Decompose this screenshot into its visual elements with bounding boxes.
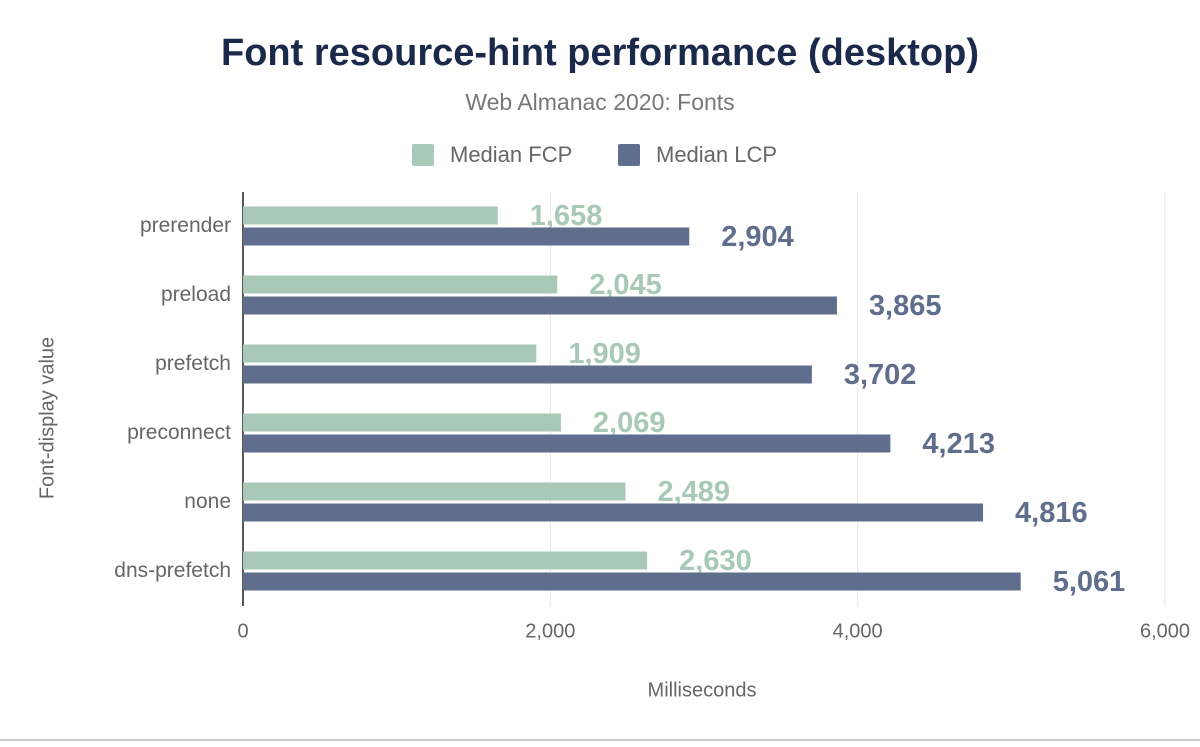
data-label: 2,045 [589, 269, 662, 301]
data-label: 2,630 [679, 545, 752, 577]
bar [243, 434, 891, 453]
y-axis-title: Font-display value [36, 337, 58, 499]
x-tick-label: 4,000 [833, 620, 883, 642]
data-label: 5,061 [1053, 566, 1126, 598]
bar [243, 275, 558, 294]
bar [243, 365, 812, 384]
data-label: 2,489 [657, 476, 730, 508]
data-label: 1,658 [530, 200, 603, 232]
y-tick-label: dns-prefetch [114, 559, 231, 582]
y-tick-label: none [184, 490, 231, 513]
bar [243, 551, 648, 570]
bar [243, 206, 498, 225]
y-tick-label: preload [161, 283, 231, 306]
bar [243, 482, 626, 501]
x-tick-label: 0 [237, 620, 248, 642]
y-tick-label: prefetch [155, 352, 231, 375]
legend-swatch [412, 144, 434, 166]
bar [243, 296, 837, 315]
bar [243, 503, 984, 522]
x-tick-label: 6,000 [1140, 620, 1190, 642]
x-axis-title: Milliseconds [648, 679, 757, 701]
data-label: 2,904 [721, 221, 794, 253]
data-label: 3,865 [869, 290, 942, 322]
bar [243, 572, 1021, 591]
y-tick-label: prerender [140, 214, 231, 237]
data-label: 4,816 [1015, 497, 1088, 529]
chart-subtitle: Web Almanac 2020: Fonts [465, 89, 734, 115]
bar [243, 344, 537, 363]
legend-swatch [618, 144, 640, 166]
data-label: 3,702 [844, 359, 917, 391]
bar [243, 413, 561, 432]
x-tick-label: 2,000 [525, 620, 575, 642]
legend-label: Median FCP [450, 142, 572, 167]
bar [243, 227, 690, 246]
data-label: 2,069 [593, 407, 666, 439]
y-tick-label: preconnect [127, 421, 231, 444]
data-label: 1,909 [568, 338, 641, 370]
data-label: 4,213 [922, 428, 995, 460]
chart-title: Font resource-hint performance (desktop) [221, 32, 979, 74]
legend-label: Median LCP [656, 142, 777, 167]
